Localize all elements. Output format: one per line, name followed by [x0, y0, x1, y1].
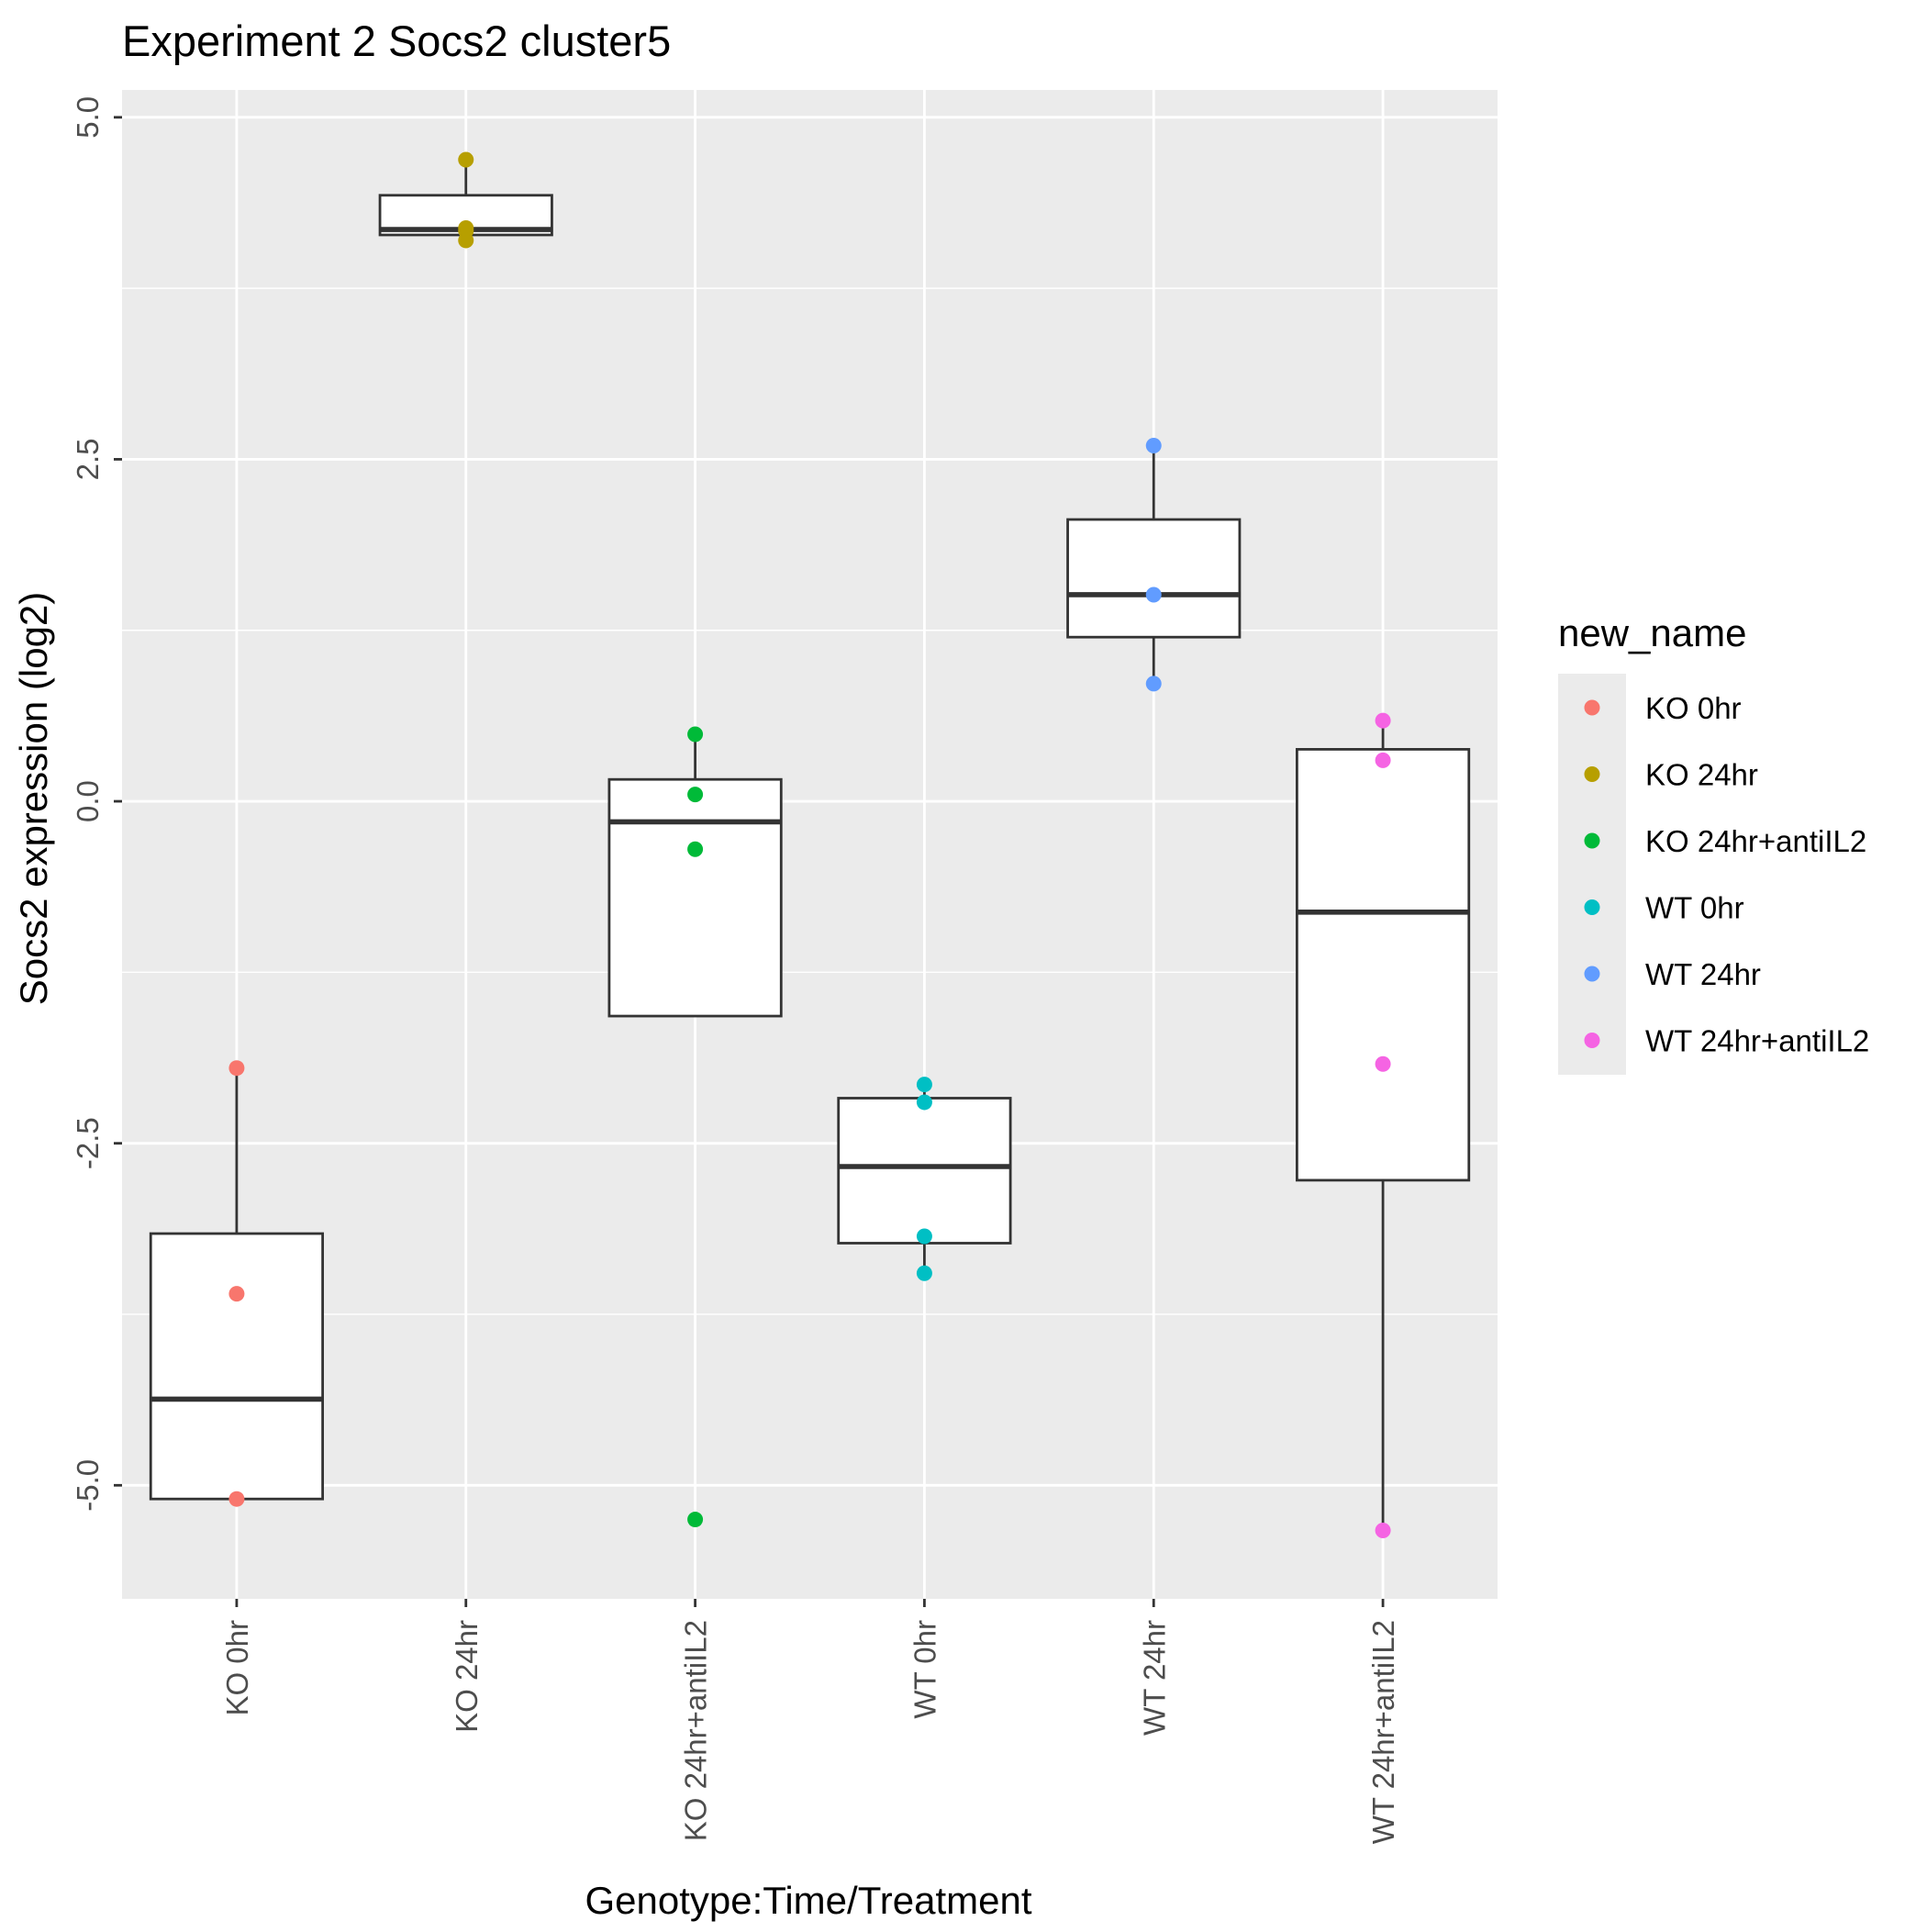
x-tick-label: KO 0hr	[220, 1620, 254, 1716]
data-point	[1145, 676, 1162, 692]
x-tick-label: WT 0hr	[908, 1620, 941, 1719]
legend-label: WT 24hr+antiIL2	[1645, 1024, 1869, 1058]
legend-label: KO 24hr+antiIL2	[1645, 824, 1866, 858]
panel-background	[122, 90, 1498, 1599]
legend-label: KO 0hr	[1645, 691, 1742, 725]
box-body	[1295, 748, 1471, 1182]
y-tick-label: -5.0	[71, 1459, 105, 1512]
legend-title: new_name	[1558, 611, 1746, 654]
y-tick-label: 2.5	[71, 438, 105, 480]
chart-title: Experiment 2 Socs2 cluster5	[122, 17, 671, 65]
data-point	[687, 726, 704, 743]
box-body	[837, 1097, 1012, 1245]
x-tick-label: WT 24hr+antiIL2	[1366, 1620, 1400, 1844]
data-point	[1375, 1055, 1391, 1072]
data-point	[916, 1228, 932, 1245]
box-4	[1066, 445, 1242, 684]
box-body	[607, 777, 783, 1018]
legend-key-0	[1584, 699, 1600, 716]
legend-key-5	[1584, 1033, 1600, 1048]
data-point	[687, 787, 704, 803]
plot-panel: 5.0 2.5 0.0 -2.5 -5.0 KO 0hr KO 24hr KO 24hr+an…	[71, 90, 1498, 1844]
legend-key-3	[1584, 899, 1600, 915]
data-point	[228, 1060, 245, 1077]
box-5	[1295, 720, 1471, 1531]
x-tick-label: KO 24hr+antiIL2	[679, 1620, 713, 1841]
legend: new_name KO 0hr KO 24hr KO 24hr+antiIL2 WT …	[1558, 611, 1869, 1075]
legend-key-4	[1584, 966, 1600, 982]
data-point	[458, 232, 474, 249]
data-point	[458, 151, 474, 168]
box-0	[149, 1067, 325, 1501]
x-tick-label: KO 24hr	[450, 1620, 484, 1733]
box-1	[378, 160, 553, 237]
legend-items: KO 0hr KO 24hr KO 24hr+antiIL2 WT 0hr WT 24h…	[1584, 691, 1869, 1058]
y-tick-label: 0.0	[71, 780, 105, 822]
y-tick-label: -2.5	[71, 1117, 105, 1169]
y-axis-label: Socs2 expression (log2)	[12, 592, 55, 1006]
data-point	[687, 1512, 704, 1528]
y-tick-label: 5.0	[71, 96, 105, 139]
data-point	[1375, 752, 1391, 768]
data-point	[1375, 1522, 1391, 1538]
box-3	[837, 1084, 1012, 1271]
data-point	[1375, 712, 1391, 729]
legend-key-background	[1558, 674, 1626, 1075]
data-point	[228, 1491, 245, 1507]
box-body	[1066, 518, 1242, 639]
legend-label: WT 0hr	[1645, 891, 1744, 925]
legend-key-1	[1584, 766, 1600, 782]
data-point	[916, 1094, 932, 1111]
x-tick-label: WT 24hr	[1137, 1620, 1171, 1736]
data-point	[687, 841, 704, 857]
data-point	[1145, 438, 1162, 454]
x-axis-label: Genotype:Time/Treatment	[585, 1879, 1031, 1922]
data-point	[228, 1286, 245, 1302]
data-point	[1145, 586, 1162, 603]
data-point	[916, 1077, 932, 1093]
box-body	[149, 1232, 325, 1501]
data-point	[916, 1265, 932, 1281]
legend-label: WT 24hr	[1645, 957, 1761, 991]
legend-key-2	[1584, 832, 1600, 849]
legend-label: KO 24hr	[1645, 758, 1758, 792]
